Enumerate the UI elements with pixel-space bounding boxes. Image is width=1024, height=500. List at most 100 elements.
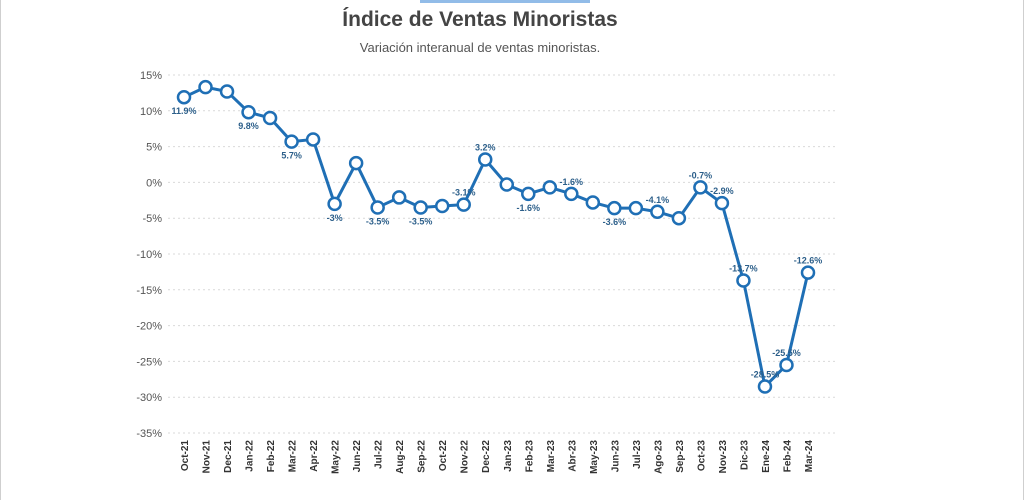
- series-retail-sales: [176, 79, 816, 394]
- data-label: -2.9%: [710, 186, 734, 196]
- x-axis: Oct-21 Nov-21 Dec-21 Jan-22 Feb-22 Mar-22 Apr-…: [180, 440, 815, 474]
- x-tick-label: Jun-23: [610, 440, 621, 473]
- series-line: [183, 85, 810, 388]
- data-label: -0.7%: [689, 170, 713, 180]
- data-label: -13.7%: [729, 263, 758, 273]
- data-point: [284, 134, 299, 149]
- x-tick-label: Sep-23: [675, 440, 686, 473]
- data-point: [779, 357, 794, 373]
- data-label: 9.8%: [238, 121, 259, 131]
- data-label: 11.9%: [171, 106, 196, 116]
- data-point: [434, 198, 450, 214]
- data-point: [219, 84, 235, 99]
- x-tick-label: May-22: [331, 440, 342, 474]
- y-tick-label: 5%: [146, 142, 162, 154]
- x-tick-label: Dic-23: [739, 440, 750, 470]
- x-tick-label: Aug-22: [395, 440, 406, 474]
- y-tick-label: -5%: [142, 213, 162, 225]
- data-point: [413, 200, 428, 215]
- data-point: [650, 204, 665, 220]
- data-label: -1.6%: [560, 177, 584, 187]
- data-point: [370, 200, 385, 215]
- data-point: [564, 186, 579, 202]
- data-point: [477, 152, 493, 167]
- x-tick-label: Feb-24: [782, 440, 793, 473]
- y-tick-label: -10%: [136, 249, 162, 261]
- data-label: -12.6%: [794, 256, 823, 266]
- data-label: -25.5%: [772, 348, 801, 358]
- chart-title: Índice de Ventas Minoristas: [342, 8, 618, 31]
- data-label: -3.6%: [603, 217, 627, 227]
- x-tick-label: Apr-22: [309, 440, 320, 472]
- data-point: [327, 196, 342, 212]
- x-tick-label: Sep-22: [417, 440, 428, 473]
- x-tick-label: Jul-23: [632, 440, 643, 469]
- data-point: [176, 89, 192, 105]
- x-tick-label: Dec-21: [223, 440, 234, 473]
- x-tick-label: Nov-22: [460, 440, 471, 474]
- data-label: 3.2%: [475, 142, 496, 152]
- data-label: -1.6%: [517, 203, 541, 213]
- y-tick-label: 15%: [140, 70, 162, 82]
- x-tick-label: Oct-23: [696, 440, 707, 472]
- x-tick-label: Jan-23: [503, 440, 514, 472]
- y-tick-label: -15%: [136, 285, 162, 297]
- data-point: [585, 195, 601, 210]
- data-point: [262, 110, 278, 126]
- data-point: [693, 180, 708, 195]
- data-point: [391, 190, 407, 205]
- chart-subtitle: Variación interanual de ventas minorista…: [359, 40, 601, 55]
- x-tick-label: Mar-22: [288, 440, 299, 473]
- x-tick-label: Feb-22: [266, 440, 277, 473]
- data-point: [305, 132, 321, 147]
- x-tick-label: Abr-23: [567, 440, 578, 472]
- data-label: -3%: [327, 213, 343, 223]
- data-point: [521, 186, 536, 202]
- y-tick-label: -30%: [136, 392, 162, 404]
- data-label: -3.5%: [366, 216, 390, 226]
- data-point: [757, 379, 773, 394]
- data-label: -3.1%: [452, 188, 476, 198]
- x-tick-label: Dec-22: [481, 440, 492, 473]
- data-point: [499, 177, 515, 192]
- data-label: -28.5%: [751, 369, 780, 379]
- x-tick-label: Jan-22: [245, 440, 256, 472]
- x-tick-label: Ene-24: [761, 440, 772, 473]
- y-tick-label: -20%: [136, 321, 162, 333]
- data-point: [607, 200, 622, 216]
- x-tick-label: Jun-22: [352, 440, 363, 473]
- x-tick-label: Oct-21: [180, 440, 191, 472]
- y-tick-label: 10%: [140, 106, 162, 118]
- y-tick-label: -35%: [136, 428, 162, 440]
- data-point: [542, 180, 558, 195]
- top-accent-bar: [420, 0, 590, 3]
- data-point: [714, 195, 730, 211]
- data-labels: 11.9% 9.8% 5.7% -3% -3.5% -3.5% -3.1% 3.2% -1.6%…: [171, 106, 822, 379]
- data-point: [456, 197, 471, 212]
- data-point: [348, 155, 364, 171]
- data-point: [198, 79, 213, 95]
- data-point: [628, 200, 644, 216]
- y-axis: 15% 10% 5% 0% -5% -10% -15% -20% -25% -30% -35%: [136, 70, 162, 440]
- data-label: 5.7%: [281, 151, 302, 161]
- x-tick-label: Oct-22: [438, 440, 449, 472]
- x-tick-label: Nov-21: [202, 440, 213, 474]
- x-tick-label: Mar-23: [546, 440, 557, 473]
- data-point: [800, 265, 816, 280]
- y-tick-label: -25%: [136, 356, 162, 368]
- data-point: [671, 210, 687, 226]
- data-point: [241, 104, 256, 120]
- left-border: [0, 0, 1, 500]
- x-tick-label: Mar-24: [804, 440, 815, 473]
- x-tick-label: Feb-23: [524, 440, 535, 473]
- x-tick-label: Ago-23: [653, 440, 664, 474]
- x-tick-label: Jul-22: [374, 440, 385, 469]
- grid-lines: [168, 74, 835, 434]
- y-tick-label: 0%: [146, 177, 162, 189]
- x-tick-label: May-23: [589, 440, 600, 474]
- data-point: [736, 273, 751, 288]
- data-label: -4.1%: [646, 195, 670, 205]
- x-tick-label: Nov-23: [718, 440, 729, 474]
- data-label: -3.5%: [409, 216, 433, 226]
